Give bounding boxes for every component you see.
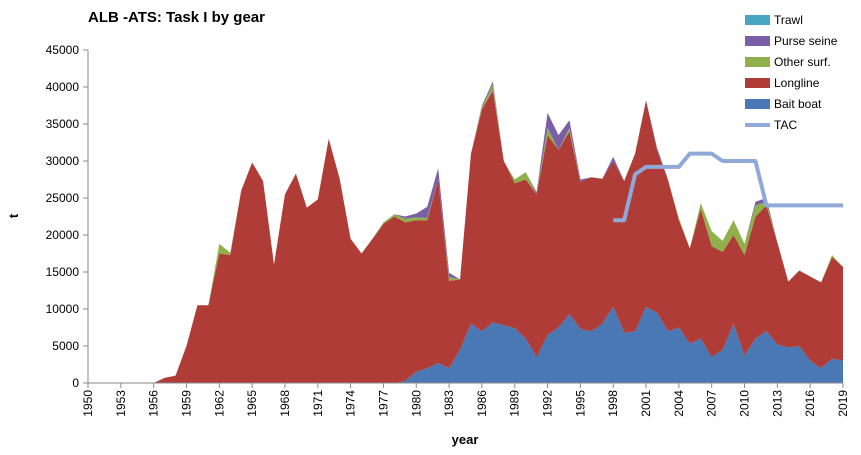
area xyxy=(88,90,843,383)
legend-swatch xyxy=(745,78,770,88)
y-tick-label: 5000 xyxy=(52,339,79,353)
x-tick-label: 2004 xyxy=(672,390,686,417)
x-tick-label: 1962 xyxy=(212,390,226,417)
x-tick-label: 1959 xyxy=(179,390,193,417)
x-axis-label: year xyxy=(452,432,479,447)
y-tick-label: 15000 xyxy=(46,265,80,279)
x-tick-label: 1980 xyxy=(409,390,423,417)
legend-label: TAC xyxy=(774,118,797,132)
x-tick-label: 1983 xyxy=(442,390,456,417)
x-tick-label: 2007 xyxy=(705,390,719,417)
area xyxy=(88,306,843,383)
x-tick-label: 1956 xyxy=(147,390,161,417)
x-tick-label: 1995 xyxy=(573,390,587,417)
y-tick-label: 30000 xyxy=(46,154,80,168)
legend-label: Bait boat xyxy=(774,97,822,111)
chart-title: ALB -ATS: Task I by gear xyxy=(88,9,265,26)
x-tick-label: 2019 xyxy=(836,390,850,417)
legend-label: Longline xyxy=(774,76,820,90)
y-tick-label: 20000 xyxy=(46,228,80,242)
x-tick-label: 1968 xyxy=(278,390,292,417)
x-tick-label: 1992 xyxy=(541,390,555,417)
line xyxy=(613,151,843,223)
legend-swatch xyxy=(745,57,770,67)
x-tick-label: 1974 xyxy=(344,390,358,417)
x-tick-label: 2013 xyxy=(770,390,784,417)
legend-label: Trawl xyxy=(774,13,803,27)
y-tick-label: 35000 xyxy=(46,117,80,131)
y-tick-label: 45000 xyxy=(46,43,80,57)
x-tick-label: 1965 xyxy=(245,390,259,417)
x-tick-label: 1998 xyxy=(606,390,620,417)
y-tick-label: 25000 xyxy=(46,191,80,205)
x-tick-label: 2010 xyxy=(738,390,752,417)
legend-label: Purse seine xyxy=(774,34,838,48)
y-axis-label: t xyxy=(6,213,21,218)
x-tick-label: 1971 xyxy=(311,390,325,417)
legend-label: Other surf. xyxy=(774,55,831,69)
x-tick-label: 1950 xyxy=(81,390,95,417)
x-tick-label: 1989 xyxy=(508,390,522,417)
x-tick-label: 2001 xyxy=(639,390,653,417)
legend-swatch xyxy=(745,99,770,109)
y-tick-label: 40000 xyxy=(46,80,80,94)
x-tick-label: 1986 xyxy=(475,390,489,417)
y-tick-label: 10000 xyxy=(46,302,80,316)
y-tick-label: 0 xyxy=(72,376,79,390)
legend-swatch xyxy=(745,15,770,25)
legend-swatch xyxy=(745,36,770,46)
x-tick-label: 1977 xyxy=(376,390,390,417)
x-tick-label: 2016 xyxy=(803,390,817,417)
x-tick-label: 1953 xyxy=(114,390,128,417)
